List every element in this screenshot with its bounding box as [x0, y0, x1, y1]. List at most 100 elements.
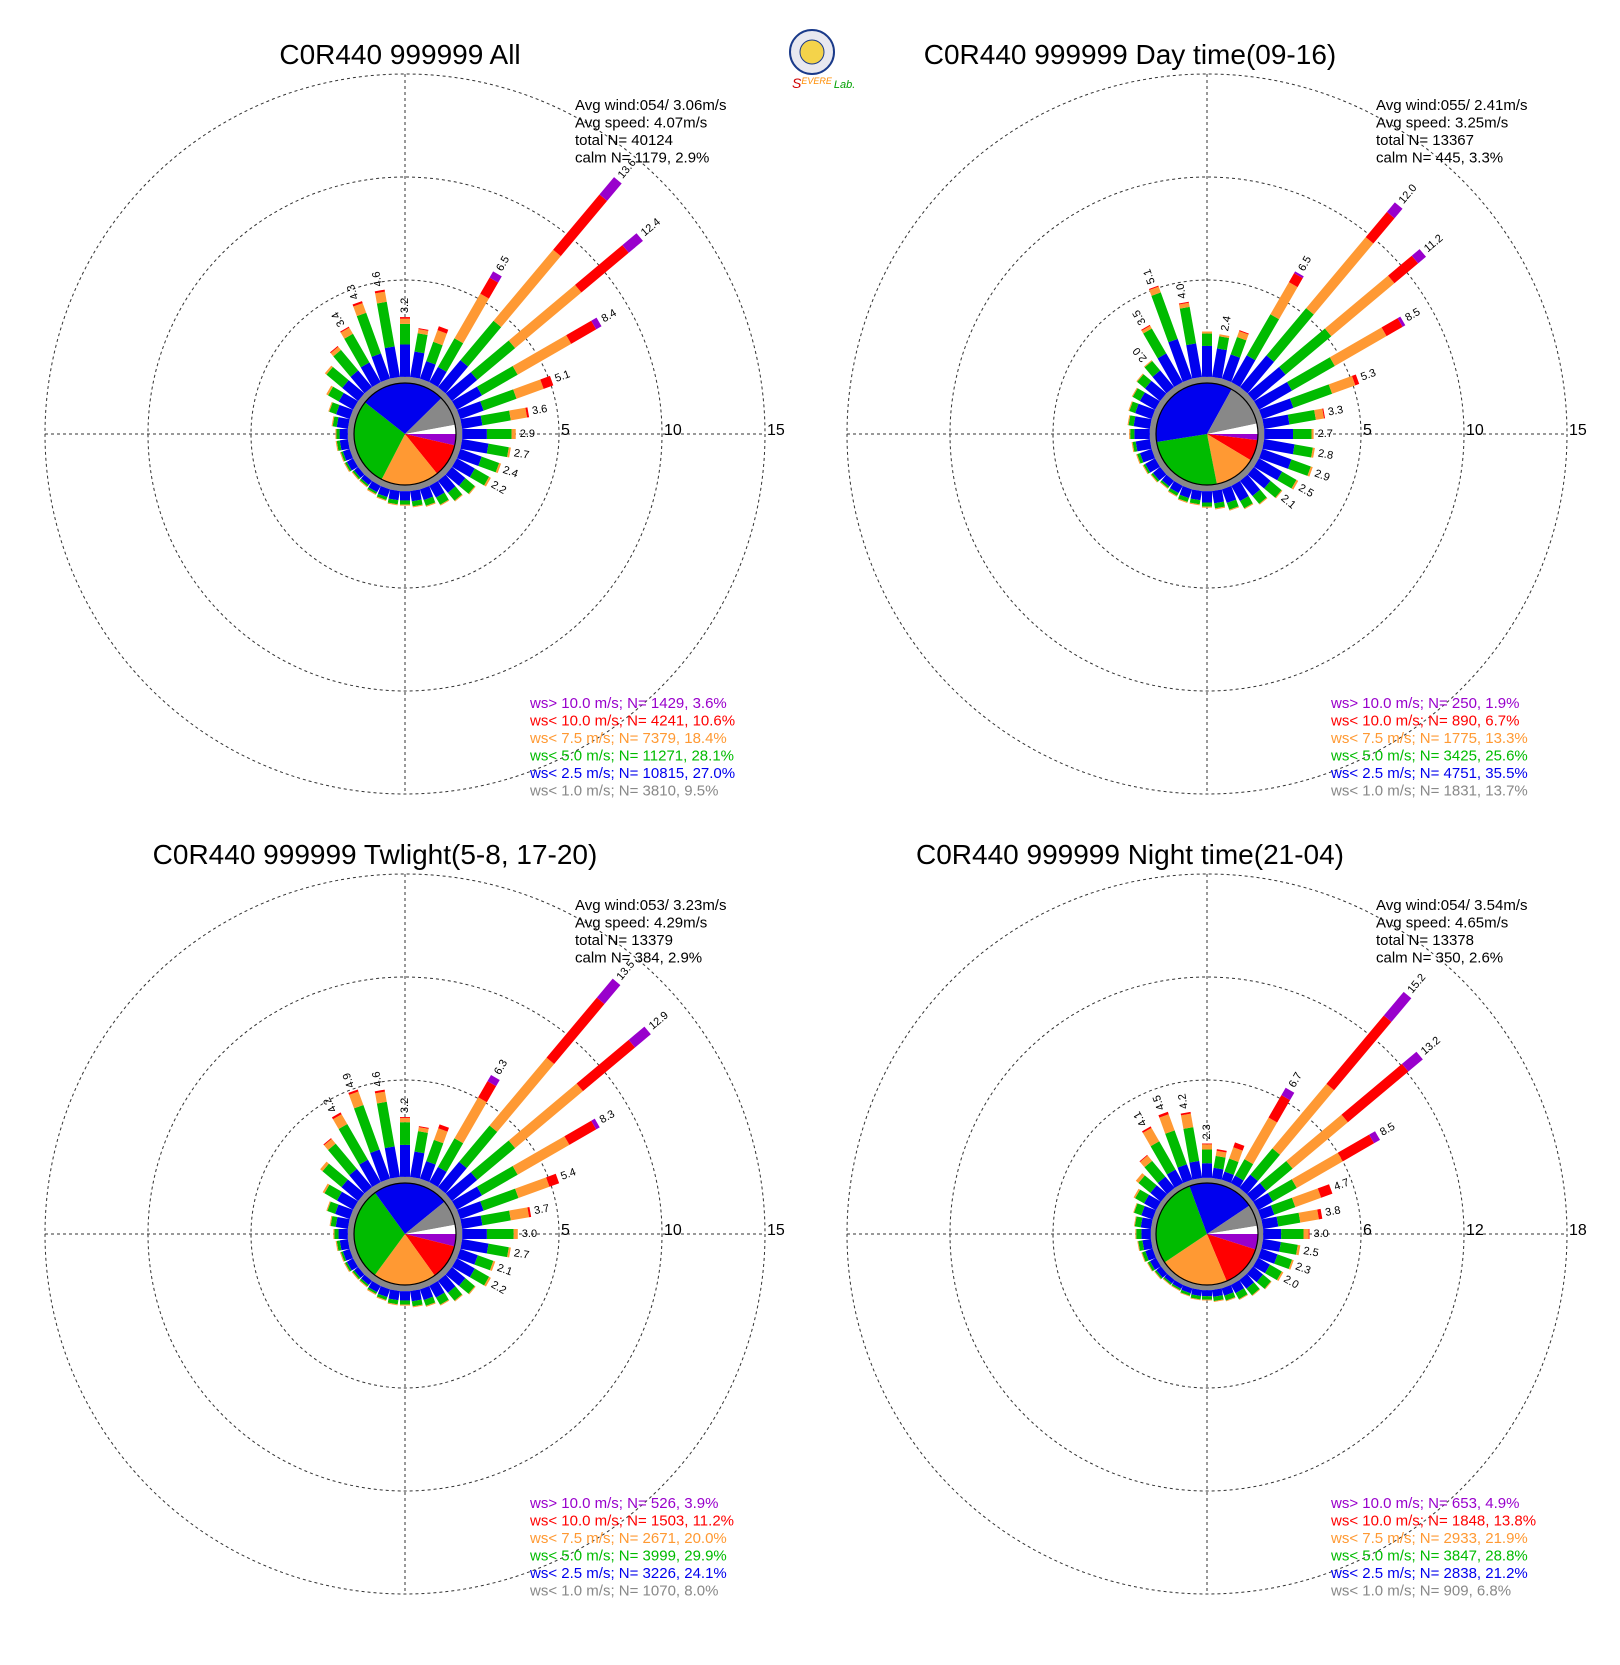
bar-segment [1277, 471, 1297, 489]
ring-value-label: 5 [1363, 422, 1372, 439]
bar-total-label: 5.3 [1359, 367, 1377, 384]
bar-segment [429, 1281, 445, 1298]
bar-segment [329, 345, 339, 354]
direction-bar-10 [1210, 334, 1230, 385]
bar-segment [336, 1191, 358, 1210]
bar-segment [349, 1246, 359, 1259]
direction-bar-300 [326, 385, 364, 413]
bar-segment [1253, 1257, 1271, 1274]
bar-segment [451, 409, 461, 422]
bar-segment [1154, 455, 1166, 467]
direction-bar-90 [456, 429, 516, 439]
bar-segment [359, 1278, 369, 1287]
bar-segment [1147, 1261, 1155, 1272]
stats-line: calm N= 445, 3.3% [1376, 150, 1503, 167]
bar-segment [474, 1255, 494, 1271]
bar-segment [1141, 1252, 1146, 1263]
bar-segment [417, 1280, 430, 1290]
bar-segment [553, 194, 608, 257]
bar-segment [329, 402, 340, 415]
bar-segment [462, 429, 487, 439]
bar-segment [1215, 1150, 1227, 1158]
ring-value-label: 6 [1363, 1222, 1372, 1239]
bar-segment [333, 349, 359, 377]
bar-total-label: 13.2 [1419, 1035, 1443, 1058]
bar-segment [1210, 376, 1222, 385]
direction-bar-270 [333, 1229, 354, 1239]
bar-segment [1135, 439, 1152, 452]
bar-segment [366, 1289, 377, 1295]
bar-segment [425, 502, 436, 507]
stats-line: Avg speed: 4.29m/s [575, 915, 707, 932]
direction-bar-250 [339, 1246, 359, 1262]
bar-segment [410, 489, 422, 502]
bar-segment [1140, 1155, 1153, 1168]
direction-bar-270 [1135, 1229, 1156, 1239]
bar-segment [1141, 1126, 1152, 1133]
direction-bar-20 [1219, 1142, 1245, 1188]
bar-segment [454, 437, 463, 449]
grid-ring [147, 176, 663, 692]
legend-entry: ws> 10.0 m/s; N= 526, 3.9% [529, 1495, 718, 1512]
bar-segment [1265, 1264, 1282, 1281]
direction-bar-200 [376, 1280, 393, 1302]
bar-segment [344, 1261, 352, 1272]
bar-segment [1149, 1257, 1161, 1270]
direction-bar-150 [426, 1275, 450, 1306]
bar-segment [1246, 314, 1280, 361]
direction-bar-60 [1248, 1131, 1381, 1213]
bar-segment [429, 366, 447, 387]
bar-segment [1152, 1246, 1161, 1258]
bar-segment [1174, 475, 1186, 487]
bar-segment [1132, 388, 1145, 401]
bar-segment [454, 494, 463, 502]
bar-segment [400, 344, 410, 377]
direction-bar-80 [1256, 1208, 1323, 1231]
bar-segment [1189, 502, 1200, 506]
direction-bar-0 [400, 317, 410, 383]
bar-segment [508, 284, 582, 349]
bar-total-label: 4.9 [341, 1071, 358, 1089]
bar-segment [546, 1173, 560, 1187]
bar-segment [342, 380, 365, 402]
bar-segment [1258, 1205, 1275, 1220]
bar-segment [1230, 1175, 1244, 1188]
bar-segment [1411, 249, 1427, 264]
bar-total-label: 15.2 [1405, 972, 1428, 996]
direction-bar-60 [446, 1118, 600, 1213]
bar-segment [1180, 1111, 1191, 1116]
bar-segment [418, 1126, 429, 1129]
bar-segment [376, 1293, 388, 1301]
bar-segment [340, 327, 353, 339]
bar-segment [489, 1057, 555, 1132]
bar-segment [1291, 1152, 1343, 1188]
ring-value-label: 15 [767, 422, 785, 439]
legend-entry: ws< 1.0 m/s; N= 3810, 9.5% [529, 783, 718, 800]
bar-total-label: 2.4 [1219, 315, 1233, 332]
bar-segment [426, 381, 438, 393]
bar-total-label: 11.2 [1422, 232, 1445, 254]
pie-slice [405, 434, 456, 446]
bar-segment [326, 366, 349, 388]
bar-segment [400, 1304, 410, 1306]
bar-segment [1149, 419, 1158, 431]
bar-segment [352, 1255, 364, 1267]
bar-segment [1179, 302, 1190, 309]
bar-total-label: 4.7 [1332, 1177, 1350, 1194]
bar-segment [1141, 324, 1151, 331]
bar-segment [1139, 448, 1155, 463]
stats-line: Avg speed: 4.65m/s [1376, 915, 1508, 932]
bar-segment [1142, 1127, 1160, 1147]
bar-segment [387, 502, 398, 506]
direction-bar-210 [1167, 475, 1186, 497]
bar-segment [546, 997, 605, 1065]
bar-segment [1159, 462, 1172, 475]
direction-bar-30 [426, 271, 502, 393]
bar-segment [340, 451, 347, 462]
direction-bar-330 [1141, 324, 1186, 393]
bar-segment [1182, 480, 1195, 490]
bar-segment [335, 1204, 353, 1220]
bar-segment [1281, 1229, 1304, 1239]
pie-outline [353, 1182, 457, 1286]
speed-distribution-pie [1155, 382, 1259, 486]
